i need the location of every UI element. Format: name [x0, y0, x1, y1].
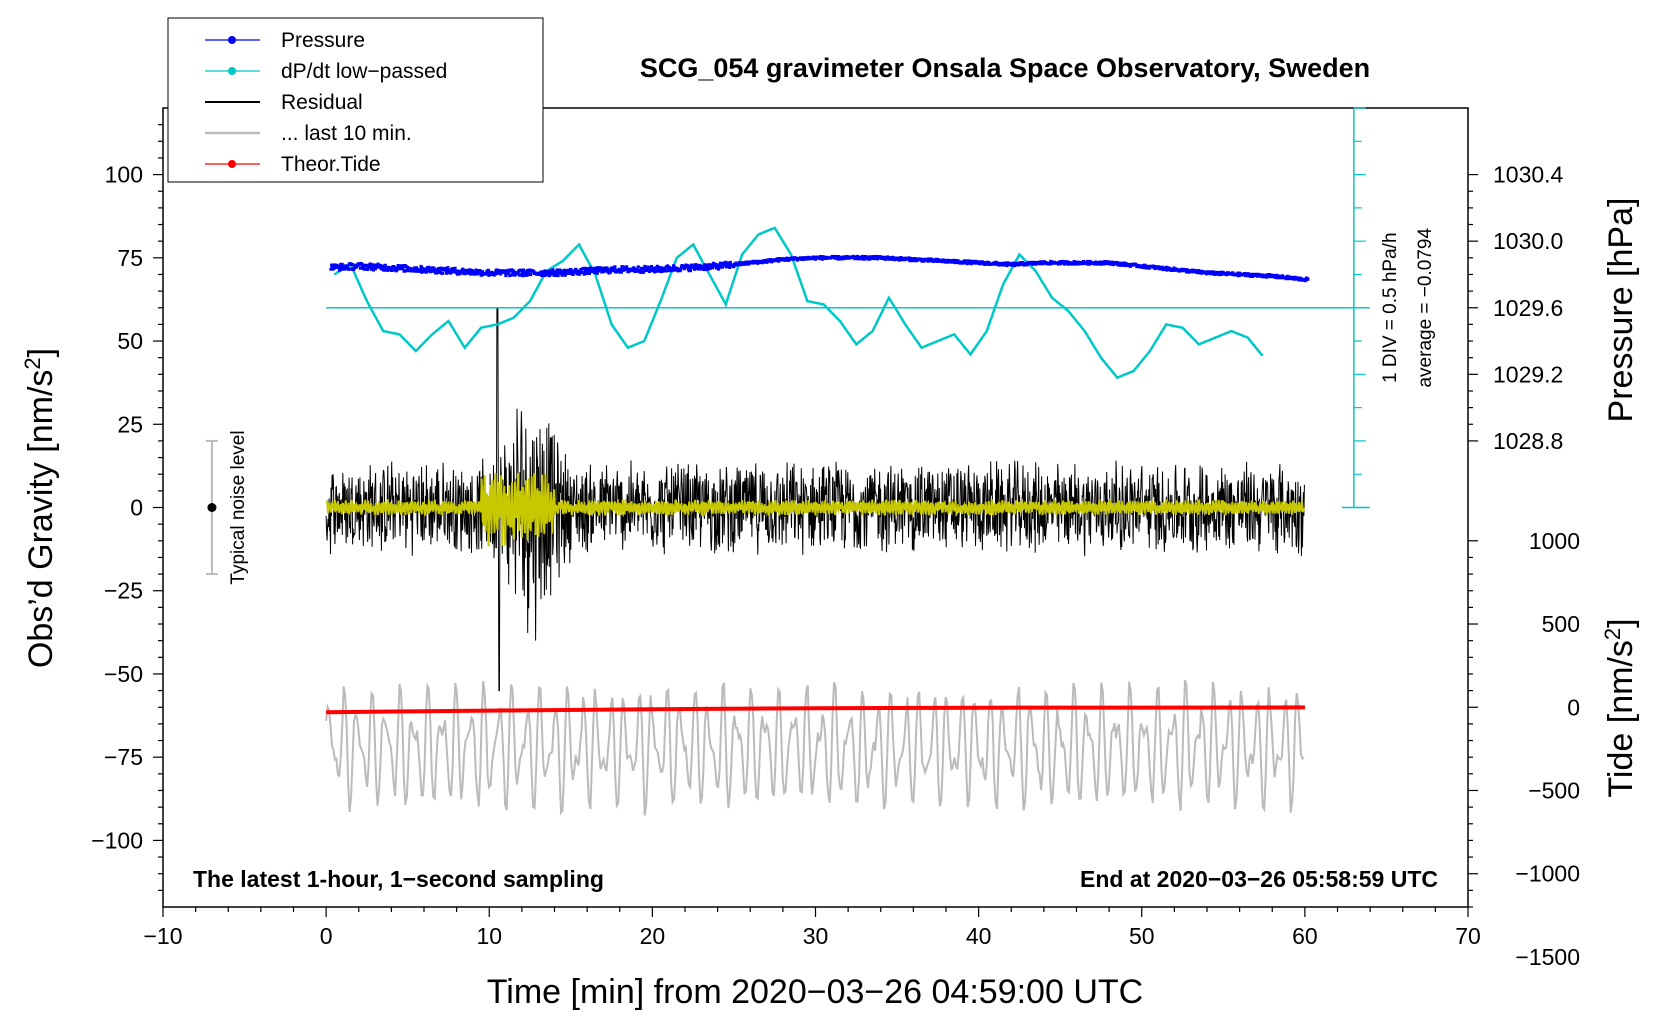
legend-swatch-marker — [228, 36, 236, 44]
y-axis-title-left-sup: 2 — [20, 357, 45, 369]
legend-label: dP/dt low−passed — [281, 60, 447, 83]
dpdt-series — [333, 226, 1264, 380]
pressure-axis-title: Pressure [hPa] — [1602, 198, 1640, 423]
legend-item: Theor.Tide — [205, 153, 381, 176]
pressure-tick-label: 1030.4 — [1493, 162, 1564, 188]
noise-level-indicator: Typical noise level — [205, 430, 249, 585]
dpdt-scale: 1 DIV = 0.5 hPa/h average = −0.0794 — [326, 107, 1436, 509]
y-tick-label: 0 — [130, 495, 143, 521]
x-tick-label: 30 — [803, 923, 829, 949]
legend-label: ... last 10 min. — [281, 122, 412, 145]
legend-label: Theor.Tide — [281, 153, 381, 176]
legend-swatch-marker — [228, 67, 236, 75]
footer-left: The latest 1-hour, 1−second sampling — [193, 866, 604, 892]
pressure-tick-label: 1029.6 — [1493, 295, 1563, 321]
y-tick-label: −75 — [104, 744, 143, 770]
dpdt-line — [333, 226, 1264, 380]
y-axis-title-left: Obs’d Gravity [nm/s2] — [20, 348, 61, 668]
y-axis-ticks: 100 75 50 25 0 −25 −50 −75 −100 — [91, 124, 163, 891]
tide-tick-label: 0 — [1567, 694, 1580, 720]
tide-axis-title-sup: 2 — [1600, 628, 1625, 640]
tide-axis-ticks: 1000 500 0 −500 −1000 −1500 — [1468, 528, 1580, 970]
y-tick-label: 100 — [105, 162, 143, 188]
legend-item: Pressure — [205, 29, 365, 52]
tide-tick-label: −500 — [1528, 777, 1580, 803]
x-tick-label: 70 — [1455, 923, 1481, 949]
pressure-dots — [329, 254, 1310, 283]
x-tick-label: 60 — [1292, 923, 1318, 949]
x-axis-title: Time [min] from 2020−03−26 04:59:00 UTC — [487, 973, 1143, 1011]
y-axis-title-left-end: ] — [22, 348, 60, 357]
y-tick-label: −25 — [104, 578, 143, 604]
legend: Pressure dP/dt low−passed Residual ... last… — [167, 17, 544, 183]
legend-swatch-marker — [228, 160, 236, 168]
x-tick-label: 10 — [476, 923, 502, 949]
noise-level-label: Typical noise level — [228, 430, 249, 584]
tide-series — [326, 705, 1305, 715]
chart-title: SCG_054 gravimeter Onsala Space Observat… — [640, 53, 1370, 83]
y-tick-label: −100 — [91, 827, 143, 853]
legend-label: Residual — [281, 91, 363, 114]
tide-line — [326, 705, 1305, 715]
pressure-tick-label: 1028.8 — [1493, 428, 1563, 454]
last10-line — [325, 679, 1305, 816]
pressure-series — [329, 254, 1310, 283]
x-tick-label: −10 — [143, 923, 182, 949]
y-tick-label: −50 — [104, 661, 143, 687]
y-tick-label: 50 — [117, 328, 143, 354]
x-tick-label: 50 — [1129, 923, 1155, 949]
y-tick-label: 25 — [117, 411, 143, 437]
residual-smooth-line — [325, 472, 1305, 547]
dpdt-average-label: average = −0.0794 — [1415, 228, 1436, 388]
pressure-axis-ticks: 1030.4 1030.0 1029.6 1029.2 1028.8 — [1468, 162, 1564, 454]
legend-item: Residual — [205, 91, 363, 114]
tide-tick-label: −1500 — [1515, 944, 1580, 970]
tide-tick-label: 500 — [1542, 611, 1580, 637]
tide-tick-label: 1000 — [1529, 528, 1580, 554]
y-tick-label: 75 — [117, 245, 143, 271]
tide-tick-label: −1000 — [1515, 861, 1580, 887]
noise-center-dot — [207, 503, 217, 512]
x-tick-label: 0 — [320, 923, 333, 949]
legend-item: ... last 10 min. — [205, 122, 412, 145]
last10-series — [325, 679, 1305, 816]
tide-axis-title: Tide [nm/s2] — [1600, 618, 1641, 797]
tide-axis-title-end: ] — [1602, 618, 1640, 627]
footer-right: End at 2020−03−26 05:58:59 UTC — [1080, 866, 1438, 892]
dpdt-div-label: 1 DIV = 0.5 hPa/h — [1380, 232, 1401, 383]
tide-axis-title-main: Tide [nm/s — [1602, 640, 1640, 797]
pressure-tick-label: 1030.0 — [1493, 228, 1563, 254]
x-tick-label: 40 — [966, 923, 992, 949]
legend-label: Pressure — [281, 29, 365, 52]
pressure-tick-label: 1029.2 — [1493, 361, 1563, 387]
x-axis-ticks: −10 0 10 20 30 40 50 60 70 — [143, 907, 1481, 949]
legend-item: dP/dt low−passed — [205, 60, 447, 83]
legend-box — [167, 17, 544, 183]
residual-smooth-series — [325, 472, 1305, 547]
x-tick-label: 20 — [640, 923, 666, 949]
y-axis-title-left-main: Obs’d Gravity [nm/s — [22, 370, 60, 669]
